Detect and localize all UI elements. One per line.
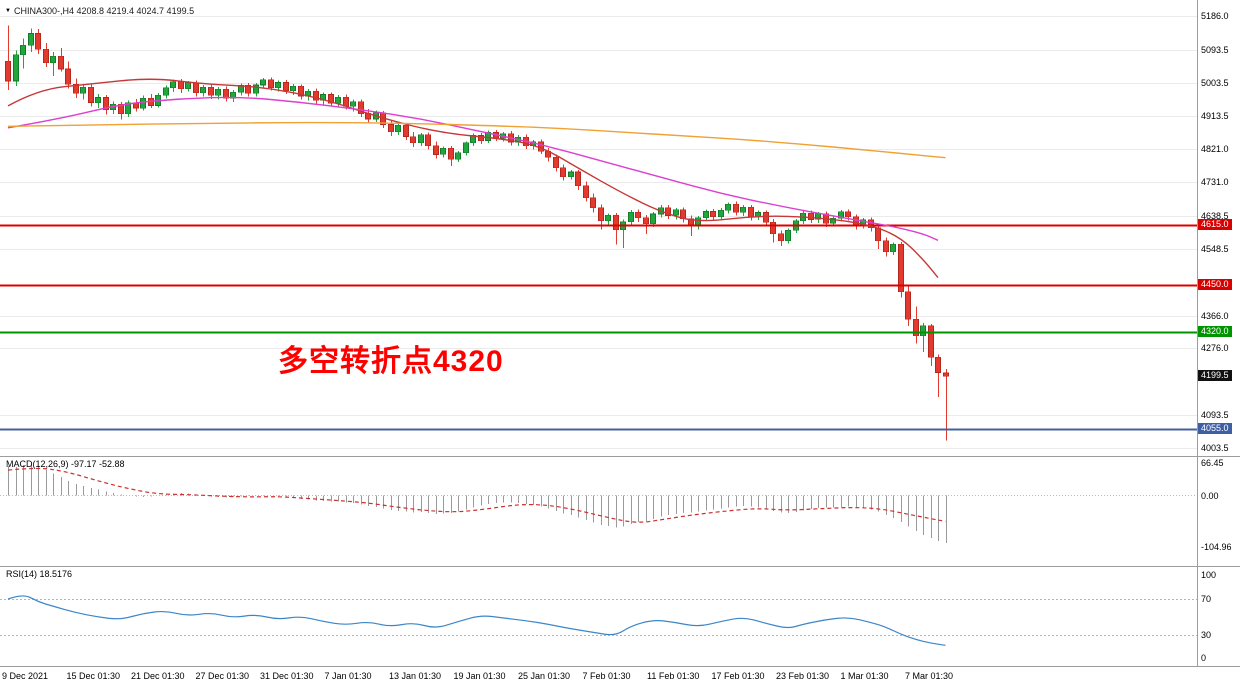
macd-tick-label: 0.00 bbox=[1201, 490, 1219, 501]
price-badge: 4199.5 bbox=[1198, 370, 1232, 382]
time-axis-label: 25 Jan 01:30 bbox=[518, 671, 571, 681]
price-tick-label: 4003.5 bbox=[1201, 443, 1229, 453]
price-tick-label: 4276.0 bbox=[1201, 343, 1229, 354]
time-axis-label: 7 Feb 01:30 bbox=[582, 671, 631, 681]
time-axis-label: 27 Dec 01:30 bbox=[195, 671, 250, 681]
price-tick-label: 4731.0 bbox=[1201, 177, 1229, 188]
chart-ohlc-text: CHINA300-,H4 4208.8 4219.4 4024.7 4199.5 bbox=[13, 6, 195, 16]
price-tick-label: 5093.5 bbox=[1201, 44, 1229, 55]
price-tick-label: 4638.5 bbox=[1201, 211, 1229, 222]
price-badge: 4615.0 bbox=[1198, 218, 1232, 230]
price-tick-label: 4821.0 bbox=[1201, 144, 1229, 155]
time-axis-label: 7 Jan 01:30 bbox=[324, 671, 372, 681]
price-badge: 4055.0 bbox=[1198, 423, 1232, 435]
price-badge: 4320.0 bbox=[1198, 326, 1232, 338]
time-axis-label: 7 Mar 01:30 bbox=[905, 671, 954, 681]
macd-indicator-label: MACD(12,26,9) -97.17 -52.88 bbox=[6, 459, 125, 469]
price-tick-label: 5003.5 bbox=[1201, 77, 1229, 88]
price-tick-label: 4366.0 bbox=[1201, 310, 1229, 321]
ma-mid-magenta bbox=[7, 96, 939, 241]
macd-layer bbox=[0, 463, 1197, 544]
time-axis-label: 13 Jan 01:30 bbox=[389, 671, 442, 681]
rsi-layer bbox=[0, 595, 1197, 646]
macd-tick-label: 66.45 bbox=[1201, 458, 1224, 468]
rsi-indicator-label: RSI(14) 18.5176 bbox=[6, 569, 73, 579]
time-axis-label: 11 Feb 01:30 bbox=[647, 671, 700, 681]
annotation-text: 多空转折点4320 bbox=[278, 345, 504, 378]
chart-symbol-label[interactable]: ▼ CHINA300-,H4 4208.8 4219.4 4024.7 4199.… bbox=[5, 6, 194, 16]
time-axis-label: 23 Feb 01:30 bbox=[776, 671, 830, 681]
rsi-tick-label: 30 bbox=[1201, 630, 1212, 640]
price-tick-label: 4093.5 bbox=[1201, 410, 1229, 421]
price-tick-label: 4548.5 bbox=[1201, 243, 1229, 254]
time-axis-label: 15 Dec 01:30 bbox=[66, 671, 121, 681]
dropdown-arrow-icon: ▼ bbox=[5, 8, 11, 14]
rsi-tick-label: 100 bbox=[1201, 570, 1217, 580]
rsi-line bbox=[7, 595, 946, 646]
rsi-tick-label: 70 bbox=[1201, 594, 1212, 604]
ma-slow-orange bbox=[7, 121, 946, 159]
rsi-tick-label: 0 bbox=[1201, 653, 1207, 663]
candles-layer bbox=[5, 25, 949, 441]
panel-separators[interactable] bbox=[0, 0, 1240, 667]
price-badge: 4450.0 bbox=[1198, 278, 1232, 290]
price-tick-label: 5186.0 bbox=[1201, 11, 1229, 21]
time-axis-label: 19 Jan 01:30 bbox=[453, 671, 506, 681]
macd-signal-line bbox=[7, 467, 946, 523]
macd-tick-label: -104.96 bbox=[1201, 542, 1232, 552]
time-axis-label: 17 Feb 01:30 bbox=[711, 671, 765, 681]
time-axis-label: 9 Dec 2021 bbox=[2, 671, 49, 681]
moving-averages-layer bbox=[7, 78, 946, 279]
time-axis-label: 21 Dec 01:30 bbox=[131, 671, 185, 681]
time-axis-label: 1 Mar 01:30 bbox=[840, 671, 889, 681]
time-axis-label: 31 Dec 01:30 bbox=[260, 671, 314, 681]
ma-fast-red bbox=[7, 78, 939, 279]
price-tick-label: 4913.5 bbox=[1201, 110, 1229, 121]
horizontal-lines-layer[interactable] bbox=[0, 224, 1197, 431]
